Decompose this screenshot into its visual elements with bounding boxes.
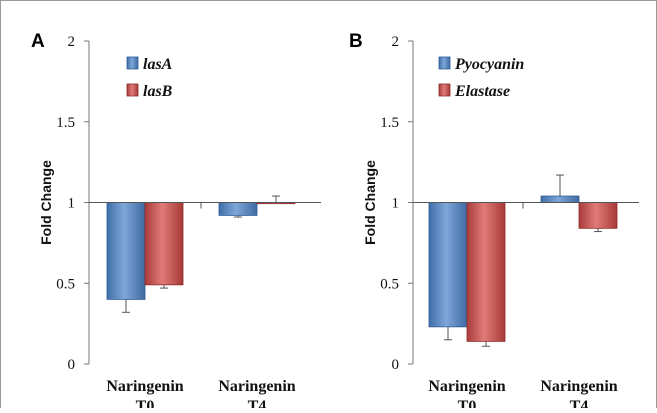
panel-letter: B (349, 31, 363, 52)
y-tick-label: 1 (68, 196, 76, 212)
chart-panel-a: A Fold Change 0 0.5 1 1.5 2 Naringenin T0 Naringe… (31, 31, 321, 413)
y-axis-label: Fold Change (38, 160, 54, 245)
x-category-label: T0 (458, 398, 477, 408)
legend-swatch-pyocyanin (438, 56, 451, 70)
y-tick-label: 0.5 (56, 276, 75, 292)
bar-pyocyanin (428, 202, 468, 328)
legend-swatch-lasb (126, 83, 139, 97)
bar-lasa (218, 202, 258, 216)
legend-label-pyocyanin: Pyocyanin (454, 56, 524, 73)
y-tick-label: 2 (68, 34, 76, 50)
x-category-label: T4 (570, 398, 589, 408)
y-tick-label: 0 (392, 357, 400, 373)
x-category-label: T4 (248, 398, 267, 408)
bar-elastase (578, 202, 618, 229)
y-tick-label: 1.5 (380, 115, 399, 131)
legend-label-lasa: lasA (143, 56, 173, 73)
x-category-label: Naringenin (428, 378, 505, 395)
bar-lasa (106, 202, 146, 300)
x-category-label: Naringenin (218, 378, 295, 395)
x-category-label: T0 (136, 398, 155, 408)
y-tick-label: 1 (392, 196, 400, 212)
legend-swatch-lasa (126, 56, 139, 70)
y-tick-label: 2 (392, 34, 400, 50)
bar-elastase (466, 202, 506, 342)
bar-pyocyanin (540, 195, 580, 203)
legend-label-elastase: Elastase (454, 83, 510, 100)
y-tick-label: 1.5 (56, 115, 75, 131)
panel-letter: A (31, 31, 45, 52)
x-category-label: Naringenin (106, 378, 183, 395)
x-category-label: Naringenin (540, 378, 617, 395)
y-tick-label: 0.5 (380, 276, 399, 292)
bar-lasb (144, 202, 184, 286)
legend-label-lasb: lasB (143, 83, 173, 100)
y-tick-label: 0 (68, 357, 76, 373)
chart-panel-b: B Fold Change 0 0.5 1 1.5 2 Naringenin T0 Naringe… (349, 31, 639, 413)
y-axis-label: Fold Change (362, 160, 378, 245)
legend-swatch-elastase (438, 83, 451, 97)
